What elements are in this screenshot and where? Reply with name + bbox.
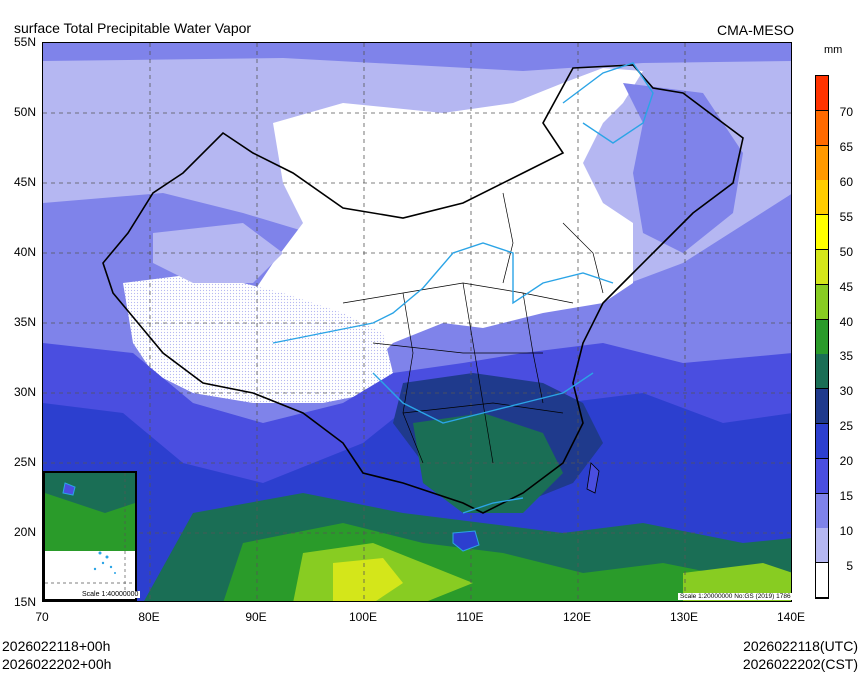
lat-label-45n: 45N — [13, 175, 36, 189]
colorbar-segment — [816, 284, 828, 320]
precipitable-water-map — [43, 43, 791, 601]
colorbar-label-70: 70 — [839, 105, 853, 119]
colorbar-label-60: 60 — [839, 175, 853, 189]
colorbar-label-5: 5 — [846, 559, 853, 573]
lat-label-50n: 50N — [13, 105, 36, 119]
colorbar-segment — [816, 250, 828, 285]
colorbar-label-30: 30 — [839, 384, 853, 398]
lon-label-140e: 140E — [776, 610, 806, 624]
colorbar-segment — [816, 424, 828, 459]
colorbar-segment — [816, 145, 828, 181]
colorbar-segment — [816, 180, 828, 216]
colorbar-label-65: 65 — [839, 140, 853, 154]
colorbar-segment — [816, 110, 828, 146]
main-scale-label: Scale 1:20000000 No:GS (2019) 1786 — [678, 593, 793, 600]
lat-label-30n: 30N — [13, 385, 36, 399]
colorbar-segment — [816, 389, 828, 425]
colorbar-segment — [816, 458, 828, 494]
inset-map — [45, 473, 135, 599]
colorbar-label-15: 15 — [839, 489, 853, 503]
lat-label-55n: 55N — [13, 35, 36, 49]
colorbar-segment — [816, 563, 828, 599]
colorbar-label-40: 40 — [839, 315, 853, 329]
colorbar-label-50: 50 — [839, 245, 853, 259]
lon-label-80e: 80E — [138, 610, 160, 624]
colorbar-label-20: 20 — [839, 454, 853, 468]
valid-time-cst: 2026022202(CST) — [742, 656, 858, 672]
lon-label-130e: 130E — [669, 610, 699, 624]
lon-label-90e: 90E — [245, 610, 267, 624]
inset-scale-label: Scale 1:40000000 — [80, 591, 141, 598]
colorbar — [815, 75, 829, 599]
colorbar-label-10: 10 — [839, 524, 853, 538]
colorbar-segment — [816, 354, 828, 390]
lon-label-70: 70 — [35, 610, 49, 624]
colorbar-unit: mm — [824, 44, 843, 56]
valid-time-left: 2026022202+00h — [2, 656, 112, 672]
colorbar-label-35: 35 — [839, 349, 853, 363]
colorbar-segment — [816, 76, 828, 111]
colorbar-segment — [816, 528, 828, 564]
map-area[interactable] — [42, 42, 792, 602]
colorbar-label-25: 25 — [839, 419, 853, 433]
lat-label-15n: 15N — [13, 595, 36, 609]
lat-label-40n: 40N — [13, 245, 36, 259]
lon-label-100e: 100E — [348, 610, 378, 624]
south-china-sea-inset — [43, 471, 137, 601]
lat-label-25n: 25N — [13, 455, 36, 469]
colorbar-label-55: 55 — [839, 210, 853, 224]
colorbar-segment — [816, 493, 828, 529]
colorbar-label-45: 45 — [839, 280, 853, 294]
map-title: surface Total Precipitable Water Vapor — [14, 20, 252, 36]
lon-label-110e: 110E — [456, 610, 484, 624]
colorbar-segment — [816, 215, 828, 251]
init-time-utc: 2026022118(UTC) — [743, 638, 858, 654]
colorbar-segment — [816, 319, 828, 355]
init-time-left: 2026022118+00h — [2, 638, 111, 654]
lon-label-120e: 120E — [562, 610, 592, 624]
agency-label: CMA-MESO — [717, 22, 794, 38]
lat-label-20n: 20N — [13, 525, 36, 539]
lat-label-35n: 35N — [13, 315, 36, 329]
